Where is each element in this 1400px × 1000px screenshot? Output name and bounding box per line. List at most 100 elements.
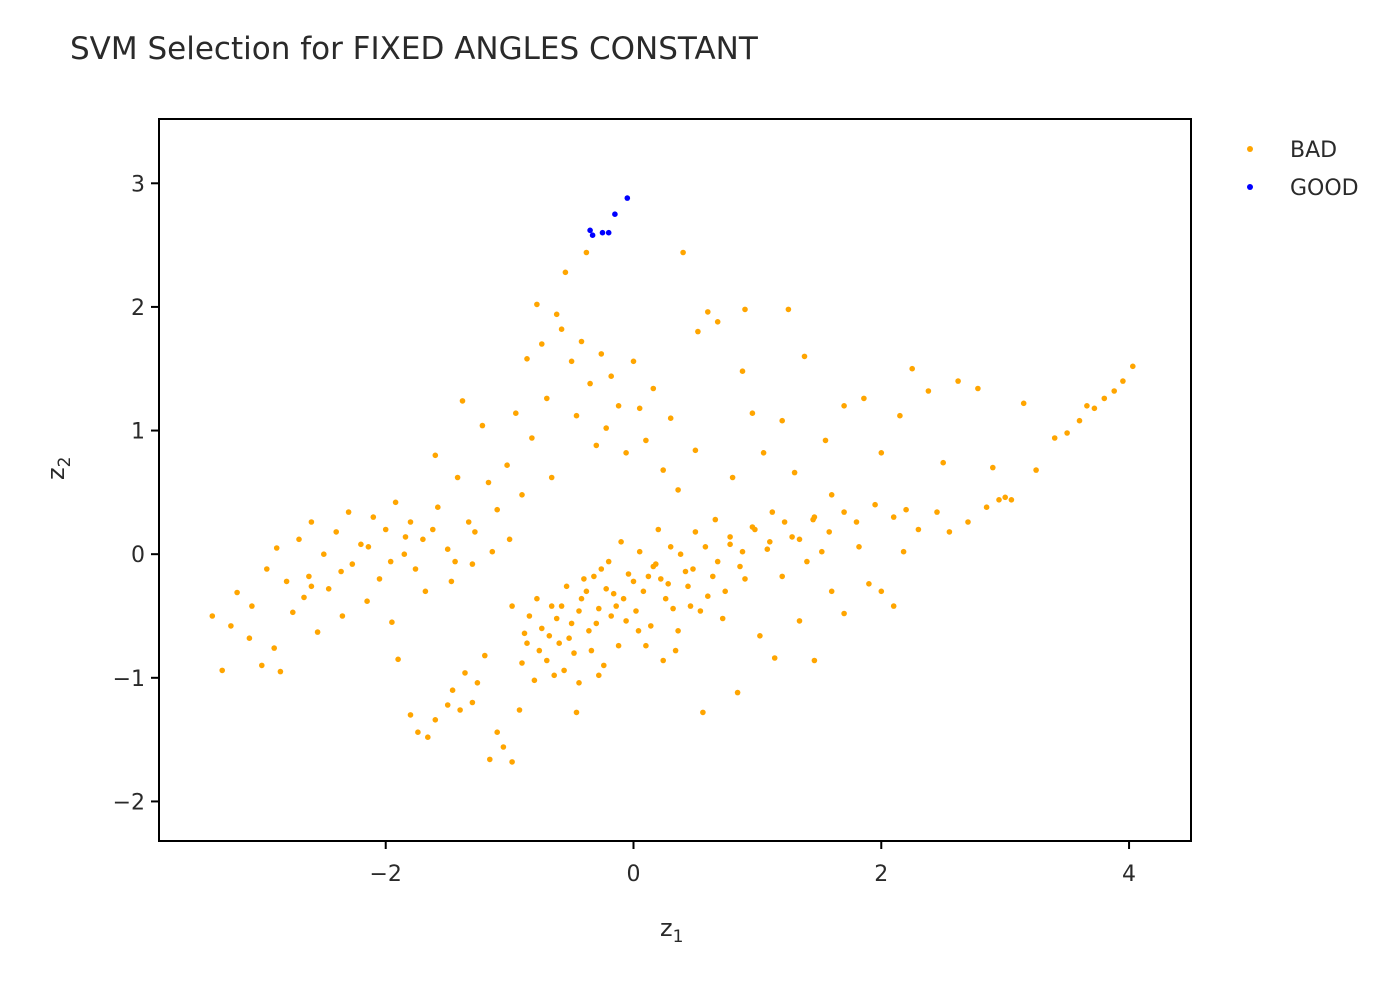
point-bad [576,608,582,614]
point-bad [494,729,501,735]
point-bad [636,548,643,555]
point-bad [897,412,903,419]
point-bad [801,353,808,360]
point-bad [219,667,225,674]
point-bad [872,501,878,508]
point-bad [697,608,704,614]
point-bad [283,578,290,585]
point-bad [246,635,253,641]
point-bad [672,647,679,654]
point-bad [401,551,408,557]
point-bad [578,595,585,602]
point-bad [407,712,414,718]
point-bad [544,657,550,664]
point-bad [737,563,743,570]
point-bad [635,628,642,634]
point-bad [479,422,486,429]
point-bad [804,558,810,565]
point-bad [779,573,785,580]
point-bad [387,558,394,565]
point-bad [591,573,597,580]
point-bad [556,640,562,646]
point-bad [566,635,572,641]
point-bad [643,437,649,444]
point-bad [581,576,587,582]
point-bad [349,561,356,567]
y-tick-label: 0 [131,543,145,568]
point-bad [432,717,439,723]
point-bad [608,373,614,380]
point-bad [727,541,733,548]
point-bad [645,573,652,580]
point-bad [940,459,946,466]
point-bad [760,450,767,456]
point-bad [513,410,519,417]
point-bad [462,670,468,676]
point-bad [613,603,619,609]
point-bad [692,447,699,454]
point-bad [402,534,409,540]
point-bad [548,474,555,481]
point-bad [625,571,632,577]
y-axis-label: z [42,467,70,480]
point-bad [1076,417,1083,424]
point-bad [853,519,860,525]
legend-item-good[interactable]: GOOD [1247,176,1359,201]
point-bad [573,412,580,419]
point-bad [531,677,538,684]
point-bad [685,583,691,590]
point-bad [623,450,629,456]
point-bad [890,514,897,520]
point-bad [601,662,607,669]
point-bad [452,558,458,565]
point-bad [296,536,302,543]
point-bad [596,605,602,612]
point-bad [548,603,555,609]
series-good [587,195,631,238]
point-bad [925,388,932,394]
point-bad [524,640,530,646]
x-tick-label: 2 [874,862,888,887]
point-bad [819,548,825,555]
point-bad [1064,430,1070,436]
point-bad [878,450,885,456]
point-bad [866,581,872,587]
point-bad [558,603,565,609]
point-bad [650,385,657,392]
point-bad [392,499,399,506]
point-bad [618,539,624,545]
point-bad [420,536,426,543]
point-bad [228,623,234,629]
point-bad [705,309,711,315]
point-bad [1091,405,1098,412]
point-bad [539,341,545,347]
point-bad [1084,403,1090,409]
point-bad [382,526,389,533]
point-bad [469,561,476,567]
point-bad [623,618,629,624]
point-bad [509,759,515,765]
point-bad [485,479,492,486]
point-bad [983,504,990,511]
point-bad [571,650,577,656]
point-bad [578,338,585,345]
point-bad [861,395,867,402]
point-bad [364,598,370,604]
point-bad [249,603,255,609]
legend-item-bad[interactable]: BAD [1247,138,1337,163]
point-bad [459,398,466,404]
point-bad [308,583,315,590]
legend[interactable]: BAD GOOD [1247,138,1359,201]
point-bad [667,415,674,422]
point-bad [781,519,788,525]
point-bad [828,492,835,498]
point-good [587,227,593,234]
point-bad [422,588,429,595]
point-bad [1111,388,1117,394]
legend-marker-good [1247,184,1253,190]
point-bad [811,657,818,664]
point-bad [586,628,592,634]
point-bad [209,613,216,619]
point-bad [1051,435,1058,441]
